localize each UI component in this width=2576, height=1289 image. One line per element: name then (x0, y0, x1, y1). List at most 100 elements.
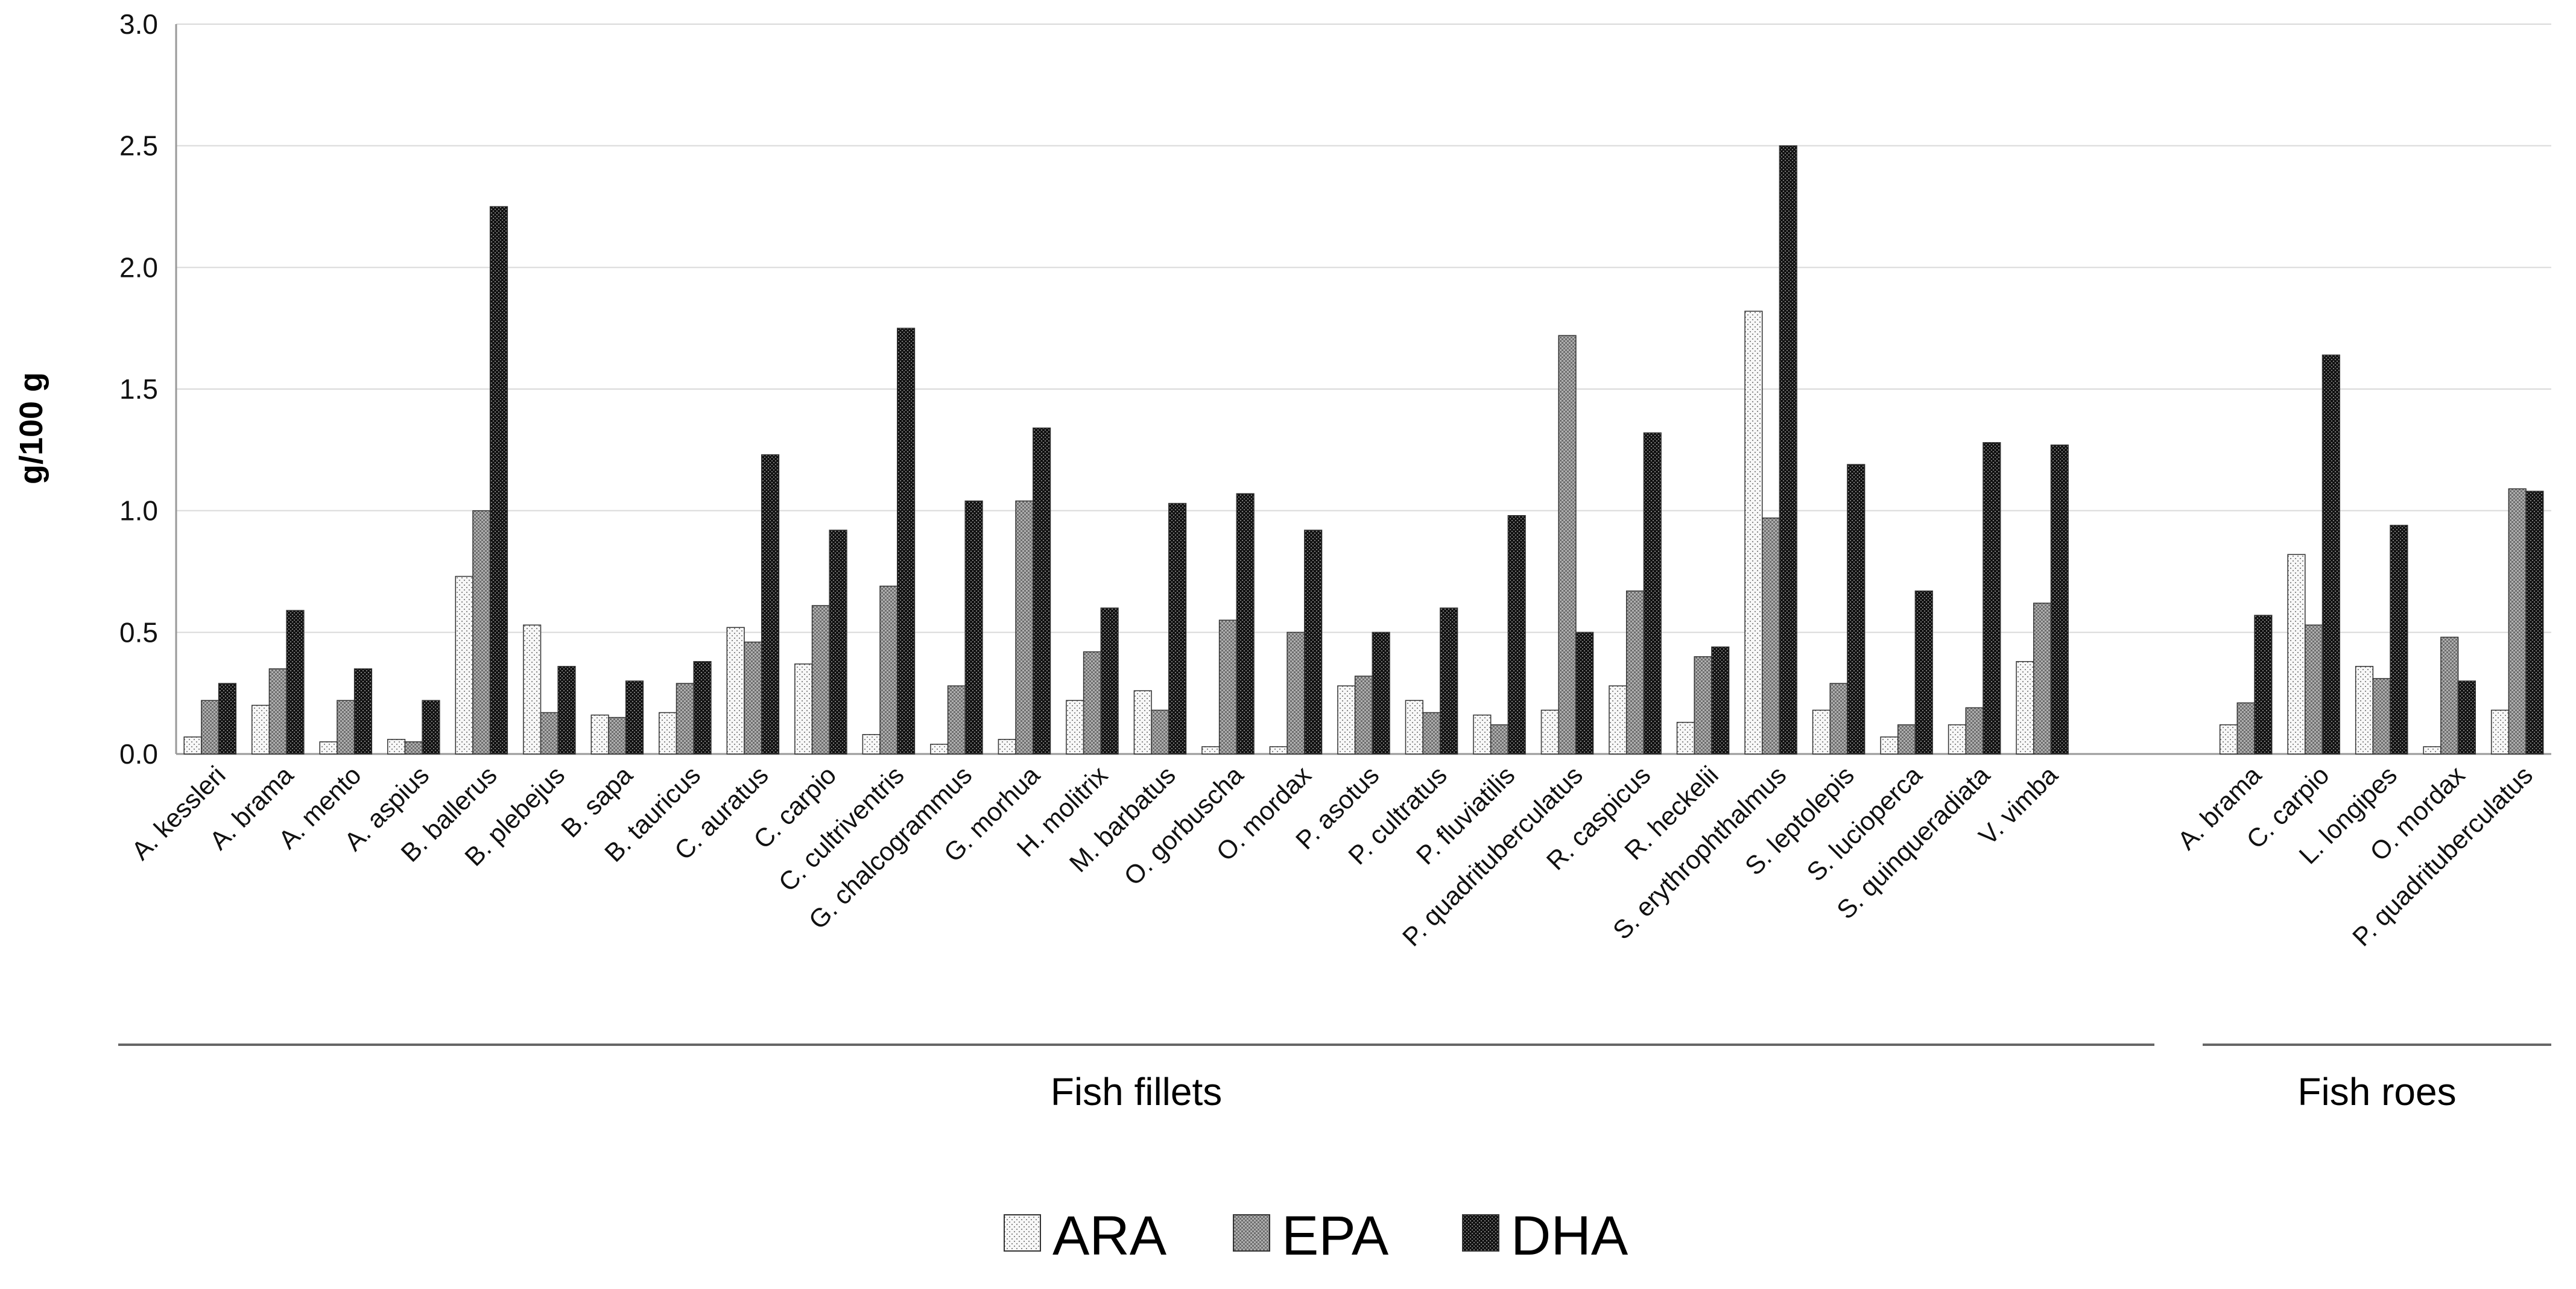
bar-dha (761, 454, 780, 755)
bar-epa (2508, 488, 2527, 755)
bar-epa (404, 741, 423, 755)
legend-label-epa: EPA (1282, 1205, 1389, 1267)
group-label: Fish roes (2297, 1070, 2456, 1113)
bar-epa (1422, 712, 1441, 755)
bar-epa (540, 712, 559, 755)
bar-ara (590, 714, 609, 755)
bar-ara (1066, 700, 1084, 755)
bar-epa (2033, 603, 2052, 755)
bar-epa (1965, 707, 1984, 755)
group-brackets: Fish fillets Fish roes (118, 1044, 2551, 1113)
bar-epa (1897, 724, 1916, 755)
bar-epa (337, 700, 355, 755)
legend: ARA EPA DHA (1004, 1205, 1628, 1267)
legend-label-ara: ARA (1052, 1205, 1167, 1267)
bar-ara (455, 575, 473, 755)
bar-epa (472, 510, 491, 755)
bar-dha (1236, 493, 1255, 755)
bar-epa (608, 717, 627, 755)
bar-ara (1201, 746, 1220, 755)
bar-dha (1575, 632, 1594, 755)
bar-ara (930, 744, 949, 755)
legend-swatch-dha (1462, 1214, 1499, 1252)
bar-dha (2321, 354, 2340, 755)
y-tick-label: 0.0 (119, 738, 158, 770)
x-tick-label: O. gorbuscha (1119, 761, 1250, 892)
bar-dha (1983, 442, 2001, 755)
bar-ara (1744, 311, 1763, 755)
bar-epa (811, 605, 830, 755)
bar-epa (1490, 724, 1509, 755)
bar-epa (744, 641, 762, 755)
y-tick-label: 1.0 (119, 495, 158, 527)
bar-epa (1558, 335, 1577, 755)
bar-ara (2016, 660, 2034, 755)
legend-label-dha: DHA (1511, 1205, 1628, 1267)
bar-dha (964, 500, 983, 755)
bar-ara (1269, 746, 1288, 755)
bar-ara (1337, 685, 1356, 755)
bar-ara (998, 739, 1016, 755)
bar-epa (2372, 678, 2391, 755)
bar-dha (625, 680, 644, 755)
bar-ara (1948, 724, 1967, 755)
bar-ara (726, 627, 745, 755)
bar-epa (1151, 709, 1169, 755)
bar-ara (2490, 709, 2510, 755)
group-label: Fish fillets (1051, 1070, 1223, 1113)
bar-ara (1540, 709, 1559, 755)
bar-dha (1507, 515, 1526, 755)
bar-ara (1405, 700, 1423, 755)
bar-ara (1812, 709, 1831, 755)
bar-dha (1711, 646, 1730, 755)
bar-epa (268, 668, 287, 755)
bar-dha (2457, 680, 2476, 755)
bar-epa (1218, 619, 1238, 755)
bar-epa (947, 685, 966, 755)
bar-ara (862, 733, 881, 755)
bar-dha (353, 668, 373, 755)
bar-epa (1083, 651, 1102, 755)
bar-ara (1133, 690, 1152, 755)
y-tick-label: 2.0 (119, 252, 158, 283)
bar-ara (2219, 724, 2238, 755)
y-tick-label: 3.0 (119, 8, 158, 40)
bar-ara (659, 712, 677, 755)
bar-dha (1372, 632, 1390, 755)
bar-dha (1100, 607, 1119, 755)
y-tick-label: 0.5 (119, 616, 158, 648)
bar-dha (2390, 525, 2408, 755)
bar-dha (1304, 530, 1323, 755)
bar-ara (1609, 685, 1627, 755)
bar-dha (1779, 145, 1797, 755)
bar-dha (2254, 615, 2273, 755)
legend-swatch-epa (1233, 1214, 1270, 1252)
bar-epa (879, 585, 898, 755)
bar-ara (251, 705, 270, 755)
bar-epa (1694, 656, 1712, 755)
bar-dha (1914, 591, 1933, 755)
bar-epa (1829, 683, 1848, 755)
bar-epa (1015, 500, 1034, 755)
bar-dha (286, 610, 305, 755)
gridlines (176, 24, 2551, 633)
bar-ara (387, 739, 406, 755)
y-tick-label: 2.5 (119, 130, 158, 162)
bar-dha (2525, 490, 2544, 755)
bar-dha (1643, 432, 1662, 755)
bar-epa (1625, 591, 1645, 755)
bar-ara (794, 664, 813, 755)
bar-epa (676, 683, 694, 755)
bar-ara (2355, 666, 2374, 755)
bar-epa (2440, 636, 2459, 755)
bar-dha (693, 660, 712, 755)
bars (183, 145, 2544, 755)
bar-dha (218, 683, 237, 755)
bar-dha (1168, 502, 1187, 755)
bar-dha (1847, 464, 1866, 755)
x-tick-label: A. kessleri (126, 761, 231, 866)
legend-swatch-ara (1004, 1214, 1041, 1252)
bar-dha (1440, 607, 1458, 755)
bar-epa (2236, 702, 2255, 755)
